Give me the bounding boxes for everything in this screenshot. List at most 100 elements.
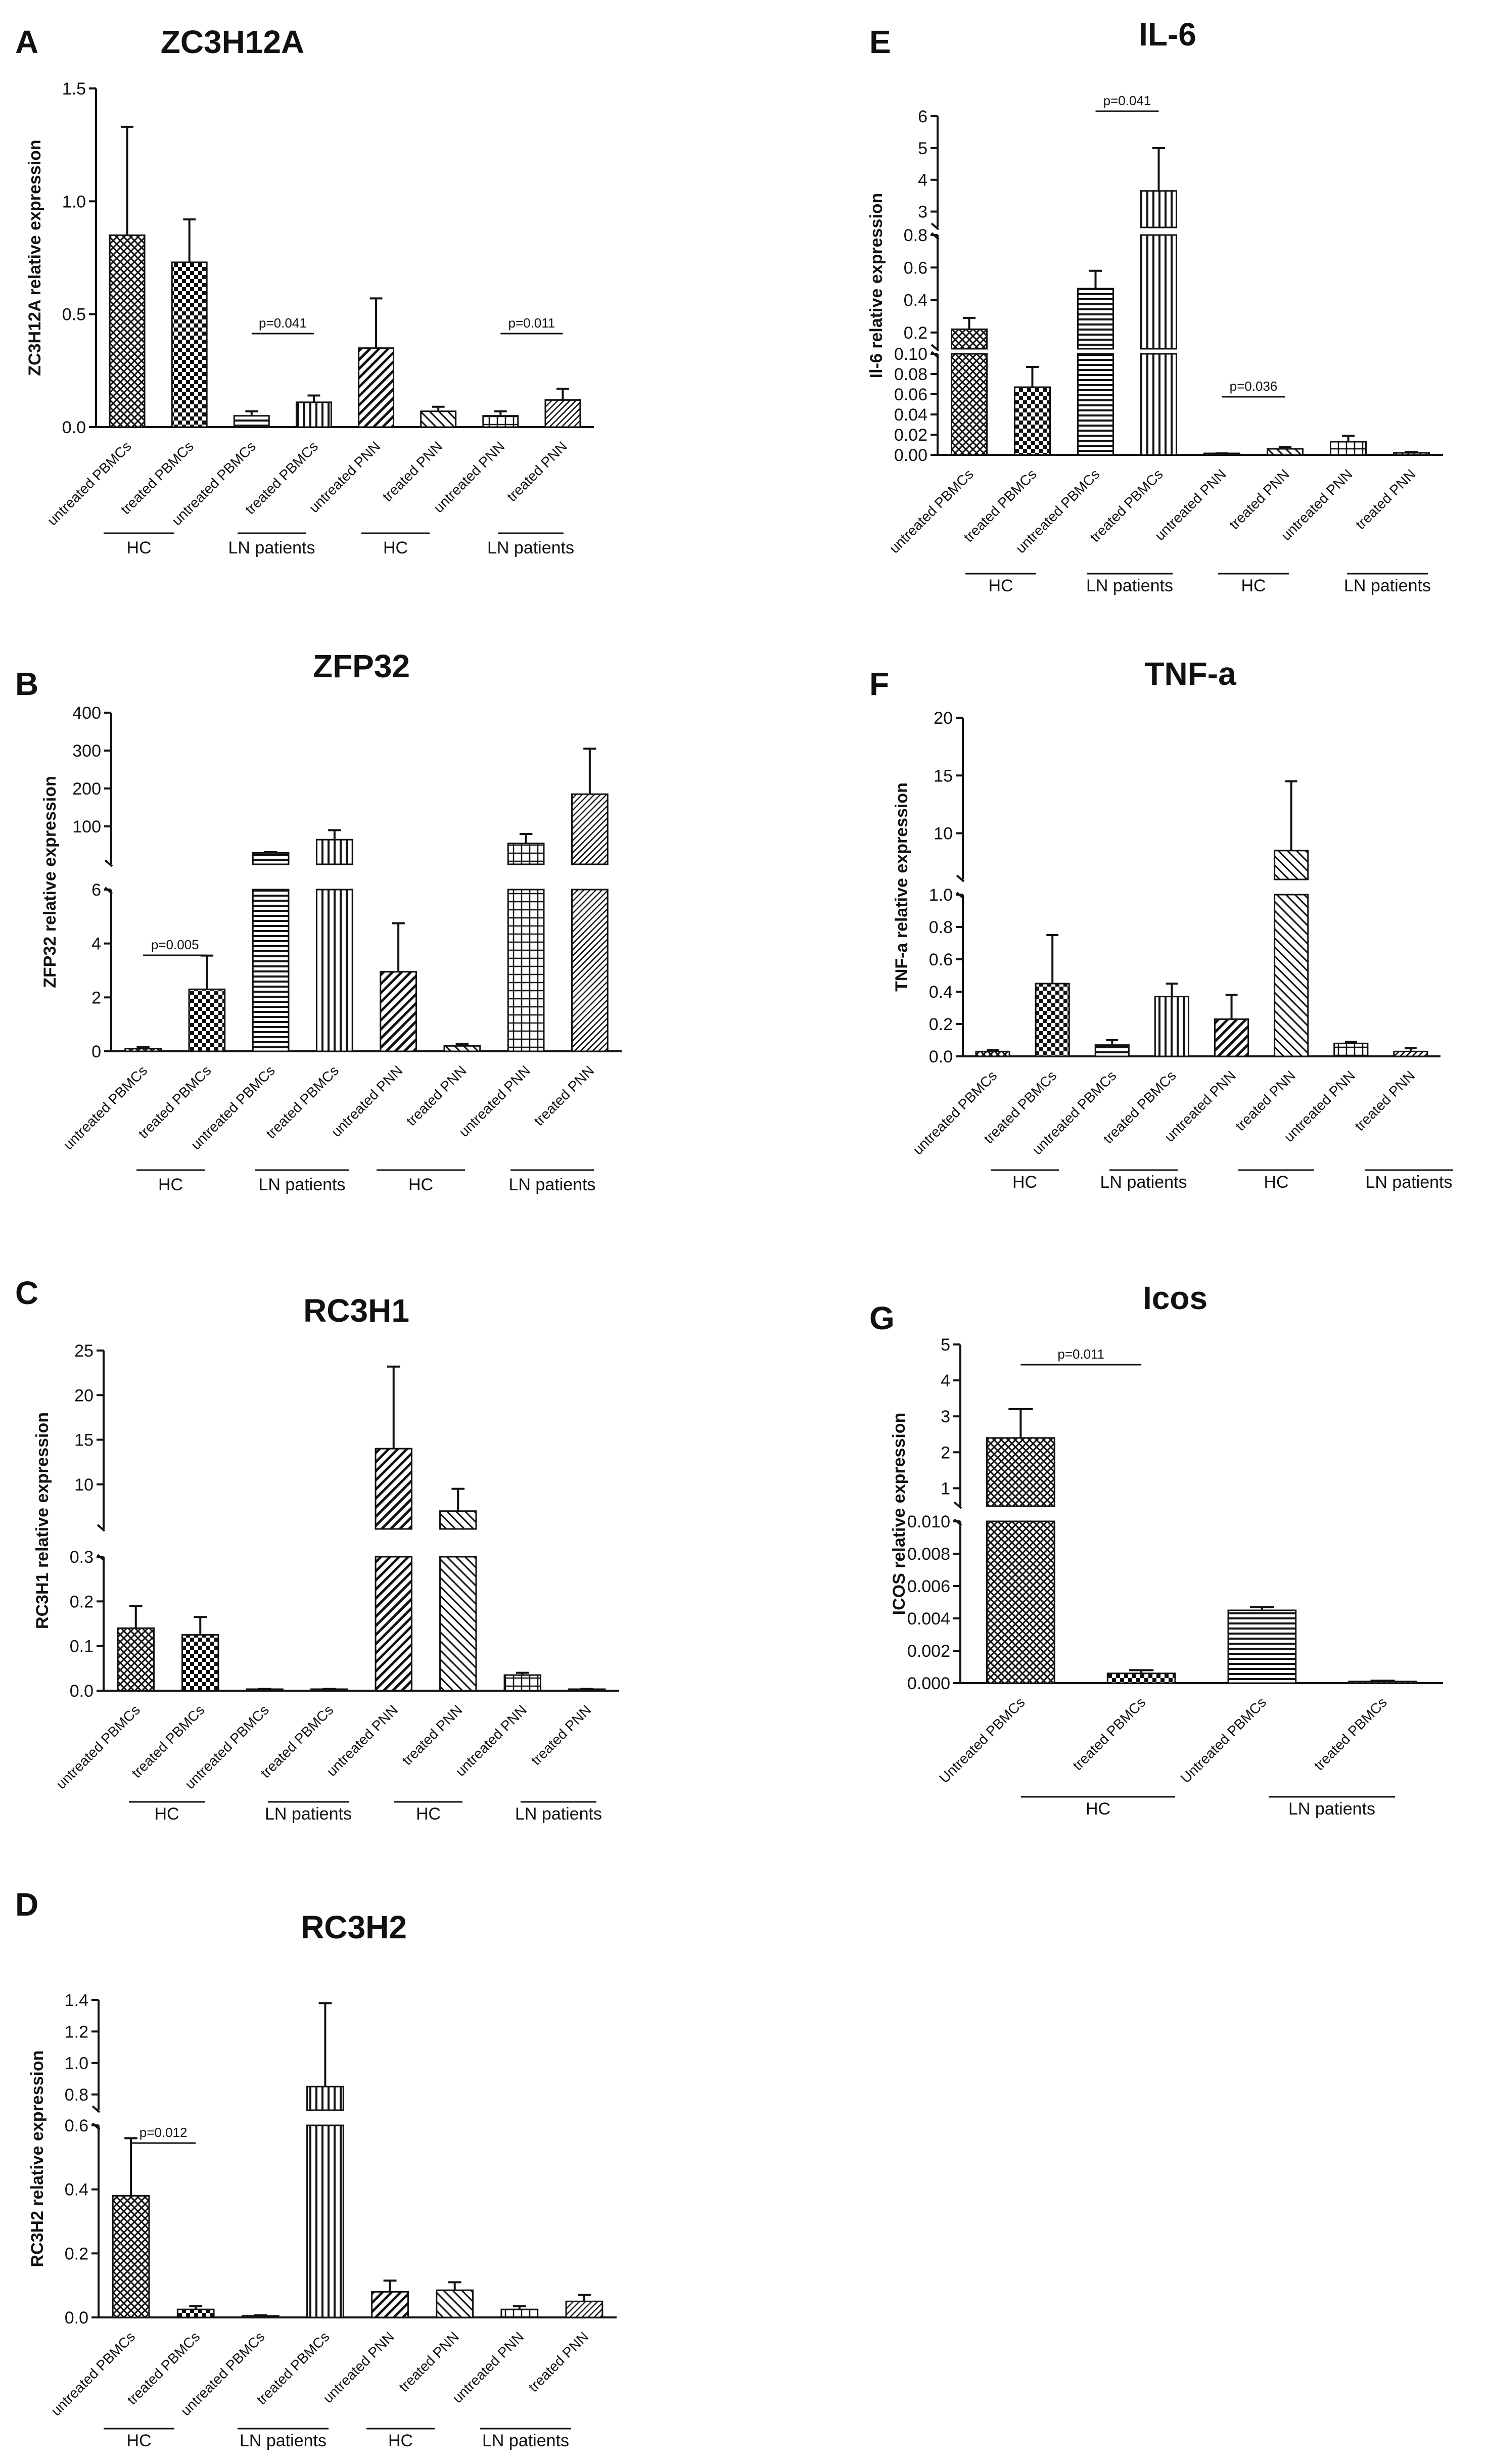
- x-category-label: treated PNN: [403, 1062, 470, 1129]
- group-label: HC: [416, 1804, 441, 1824]
- panel-c: C RC3H1 RC3H1 relative expression 0.0 0.1 0.2…: [15, 1275, 619, 1824]
- y-tick-label: 1: [941, 1479, 950, 1498]
- group-label: LN patients: [259, 1175, 346, 1194]
- panel-f: F TNF-a TNF-a relative expression 0.0 0.2 0.4…: [869, 656, 1453, 1192]
- axis-break-mark: [953, 1518, 962, 1526]
- panel-g: G Icos ICOS relative expression 0.000 0.002 0…: [869, 1280, 1443, 1819]
- bar-8: [1393, 452, 1430, 456]
- axis-break-mark: [956, 874, 965, 882]
- bar-6: [420, 410, 457, 428]
- bar-2: [181, 1634, 219, 1692]
- bar-4: [306, 2124, 344, 2318]
- y-tick-label: 0.2: [65, 2244, 88, 2263]
- axis-break-mark: [931, 344, 940, 352]
- y-tick-label: 200: [72, 779, 101, 799]
- bar-8: [544, 399, 581, 428]
- y-tick-label: 3: [941, 1407, 950, 1426]
- axis-break-mark: [91, 2105, 101, 2113]
- y-tick-label: 3: [918, 203, 927, 222]
- group-label: HC: [1086, 1799, 1110, 1819]
- y-tick-label: 5: [941, 1335, 950, 1355]
- bar-2: [1035, 983, 1070, 1057]
- panel-letter: D: [15, 1886, 38, 1923]
- group-label: LN patients: [228, 538, 315, 557]
- x-category-label: treated PNN: [1352, 1067, 1418, 1134]
- y-tick-label: 0.8: [65, 2085, 88, 2105]
- y-tick-label: 400: [72, 704, 101, 723]
- bar-3: [1077, 288, 1114, 350]
- y-tick-label: 0.4: [929, 983, 953, 1002]
- group-label: LN patients: [1366, 1173, 1453, 1192]
- axis-break-mark: [953, 1501, 962, 1509]
- x-category-label: untreated PBMCs: [44, 438, 134, 528]
- group-label: LN patients: [509, 1175, 596, 1194]
- bar-8: [571, 793, 609, 865]
- p-value-label: p=0.041: [259, 315, 307, 331]
- bar-2: [176, 2308, 215, 2318]
- y-tick-label: 0.2: [904, 323, 927, 343]
- bar-3: [1094, 1044, 1130, 1057]
- y-axis-label: ICOS relative expression: [890, 1413, 909, 1615]
- y-tick-label: 1.0: [65, 2054, 88, 2073]
- axis-break-mark: [104, 859, 113, 867]
- x-category-label: treated PNN: [1232, 1067, 1298, 1134]
- bar-4: [1140, 353, 1177, 456]
- y-tick-label: 0.6: [904, 258, 927, 277]
- y-tick-label: 0.4: [904, 291, 927, 310]
- axis-break-mark: [931, 222, 940, 230]
- axis-break-mark: [956, 892, 965, 900]
- bar-7: [507, 889, 545, 1052]
- group-label: HC: [1264, 1173, 1288, 1192]
- y-axis-label: ZFP32 relative expression: [40, 776, 60, 988]
- bar-5: [1214, 1018, 1249, 1057]
- y-tick-label: 0.0: [65, 2308, 88, 2328]
- y-tick-label: 0.04: [894, 405, 927, 425]
- x-category-label: treated PNN: [399, 1702, 466, 1768]
- bar-5: [380, 971, 417, 1052]
- bar-2: [1014, 386, 1051, 456]
- y-tick-label: 1.5: [62, 79, 86, 99]
- bar-6: [436, 2289, 474, 2318]
- x-category-label: treated PNN: [380, 438, 446, 504]
- x-category-label: Untreated PBMCs: [1178, 1694, 1269, 1786]
- group-label: HC: [408, 1175, 433, 1194]
- bar-1: [975, 1050, 1010, 1057]
- y-tick-label: 0.0: [929, 1047, 953, 1066]
- y-tick-label: 300: [72, 741, 101, 761]
- group-label: LN patients: [1100, 1173, 1187, 1192]
- bar-4: [316, 889, 353, 1052]
- p-value-label: p=0.011: [1057, 1346, 1104, 1362]
- y-tick-label: 5: [918, 139, 927, 158]
- bar-6: [1274, 850, 1309, 880]
- x-category-label: untreated PBMCs: [48, 2329, 138, 2419]
- bar-1: [117, 1627, 155, 1692]
- group-label: LN patients: [515, 1804, 602, 1824]
- bar-4: [316, 839, 353, 865]
- y-tick-label: 0.010: [907, 1512, 950, 1531]
- bar-8: [571, 889, 609, 1052]
- bar-5: [371, 2291, 409, 2318]
- bar-4: [1154, 996, 1190, 1057]
- y-tick-label: 0.0: [70, 1682, 94, 1701]
- panel-letter: F: [869, 666, 889, 702]
- bar-1: [109, 234, 146, 428]
- bar-6: [1267, 448, 1304, 456]
- p-value-label: p=0.036: [1230, 379, 1278, 394]
- x-category-label: treated PNN: [504, 438, 570, 504]
- panel-d: D RC3H2 RC3H2 relative expression 0.0 0.2 0.4…: [15, 1886, 617, 2450]
- axis-break-mark: [97, 1524, 106, 1532]
- bar-2: [188, 988, 226, 1052]
- group-label: HC: [1241, 576, 1266, 595]
- x-category-label: untreated PBMCs: [53, 1702, 143, 1792]
- group-label: HC: [388, 2431, 413, 2450]
- y-tick-label: 0.02: [894, 426, 927, 445]
- y-tick-label: 2: [91, 988, 101, 1007]
- panel-letter: C: [15, 1275, 38, 1311]
- y-tick-label: 0.5: [62, 305, 86, 324]
- x-category-label: treated PNN: [396, 2329, 462, 2395]
- group-label: LN patients: [482, 2431, 569, 2450]
- bar-5: [375, 1556, 412, 1692]
- bar-6: [439, 1510, 477, 1530]
- group-label: LN patients: [487, 538, 574, 557]
